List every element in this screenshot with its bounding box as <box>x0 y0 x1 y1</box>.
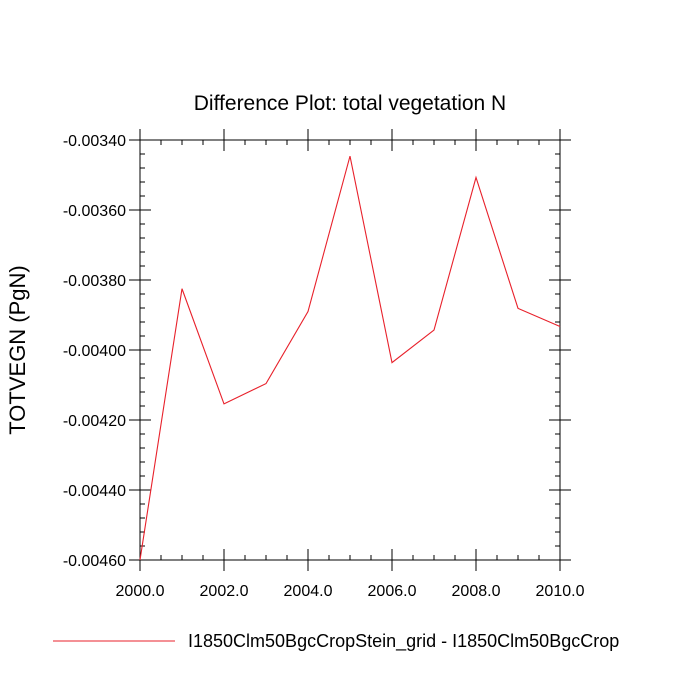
x-tick-label: 2000.0 <box>116 583 165 600</box>
chart-title: Difference Plot: total vegetation N <box>194 92 506 115</box>
plot-area: 2000.0 2002.0 2004.0 2006.0 2008.0 2010.0 -0.0… <box>63 129 585 600</box>
plot-frame <box>139 139 561 561</box>
y-axis-label: TOTVEGN (PgN) <box>5 265 30 435</box>
y-tick-label: -0.00440 <box>63 483 126 500</box>
x-tick-label: 2006.0 <box>368 583 417 600</box>
x-tick-label: 2002.0 <box>200 583 249 600</box>
y-tick-label: -0.00400 <box>63 343 126 360</box>
y-tick-label: -0.00360 <box>63 203 126 220</box>
series-line <box>139 155 561 561</box>
legend-label: I1850Clm50BgcCropStein_grid - I1850Clm50… <box>188 631 619 652</box>
y-tick-label: -0.00380 <box>63 273 126 290</box>
x-tick-label: 2004.0 <box>284 583 333 600</box>
y-tick-label: -0.00420 <box>63 413 126 430</box>
y-tick-label: -0.00460 <box>63 553 126 570</box>
y-tick-label: -0.00340 <box>63 133 126 150</box>
x-tick-label: 2008.0 <box>452 583 501 600</box>
legend: I1850Clm50BgcCropStein_grid - I1850Clm50… <box>53 631 619 652</box>
x-tick-label: 2010.0 <box>536 583 585 600</box>
